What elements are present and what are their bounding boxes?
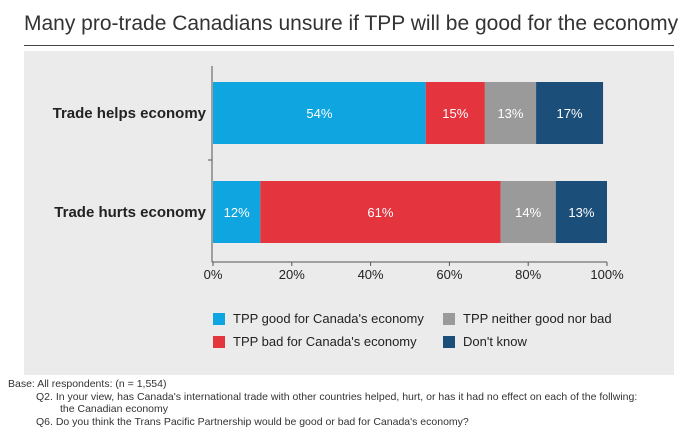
legend-swatch bbox=[213, 335, 225, 348]
footnote-q2: Q2. In your view, has Canada's internati… bbox=[36, 390, 638, 403]
data-label: 15% bbox=[442, 106, 468, 121]
legend-label: TPP good for Canada's economy bbox=[233, 311, 424, 326]
data-label: 13% bbox=[497, 106, 523, 121]
x-tick-label: 60% bbox=[436, 267, 462, 282]
footnote-base: Base: All respondents: (n = 1,554) bbox=[8, 378, 167, 390]
data-label: 61% bbox=[367, 205, 393, 220]
data-label: 13% bbox=[568, 205, 594, 220]
footnote-q2-continued: the Canadian economy bbox=[60, 403, 168, 415]
legend-swatch bbox=[443, 312, 455, 325]
legend-label: TPP bad for Canada's economy bbox=[233, 334, 417, 349]
title-divider bbox=[24, 45, 674, 46]
x-tick-label: 40% bbox=[358, 267, 384, 282]
bar-segment bbox=[536, 82, 604, 144]
footnote-q6: Q6. Do you think the Trans Pacific Partn… bbox=[36, 415, 469, 428]
legend-item: Don't know bbox=[443, 334, 527, 349]
x-tick-label: 80% bbox=[515, 267, 541, 282]
legend-item: TPP good for Canada's economy bbox=[213, 311, 424, 326]
x-tick-label: 20% bbox=[279, 267, 305, 282]
legend-item: TPP bad for Canada's economy bbox=[213, 334, 417, 349]
data-label: 14% bbox=[515, 205, 541, 220]
category-label: Trade hurts economy bbox=[54, 204, 206, 221]
bar-segment bbox=[213, 181, 261, 243]
bar-segment bbox=[484, 82, 537, 144]
data-label: 12% bbox=[224, 205, 250, 220]
data-label: 54% bbox=[306, 106, 332, 121]
legend-swatch bbox=[213, 312, 225, 325]
data-label: 17% bbox=[557, 106, 583, 121]
category-label: Trade helps economy bbox=[53, 105, 207, 122]
legend-item: TPP neither good nor bad bbox=[443, 311, 612, 326]
legend-swatch bbox=[443, 335, 455, 348]
footnotes: Base: All respondents: (n = 1,554) Q2. I… bbox=[8, 378, 692, 428]
x-tick-label: 100% bbox=[590, 267, 624, 282]
legend-label: Don't know bbox=[463, 334, 527, 349]
chart-title: Many pro-trade Canadians unsure if TPP w… bbox=[24, 12, 679, 35]
bar-segment bbox=[500, 181, 556, 243]
bar-segment bbox=[260, 181, 501, 243]
legend-label: TPP neither good nor bad bbox=[463, 311, 612, 326]
bar-segment bbox=[213, 82, 426, 144]
x-tick-label: 0% bbox=[204, 267, 223, 282]
bar-segment bbox=[555, 181, 607, 243]
bar-segment bbox=[425, 82, 485, 144]
